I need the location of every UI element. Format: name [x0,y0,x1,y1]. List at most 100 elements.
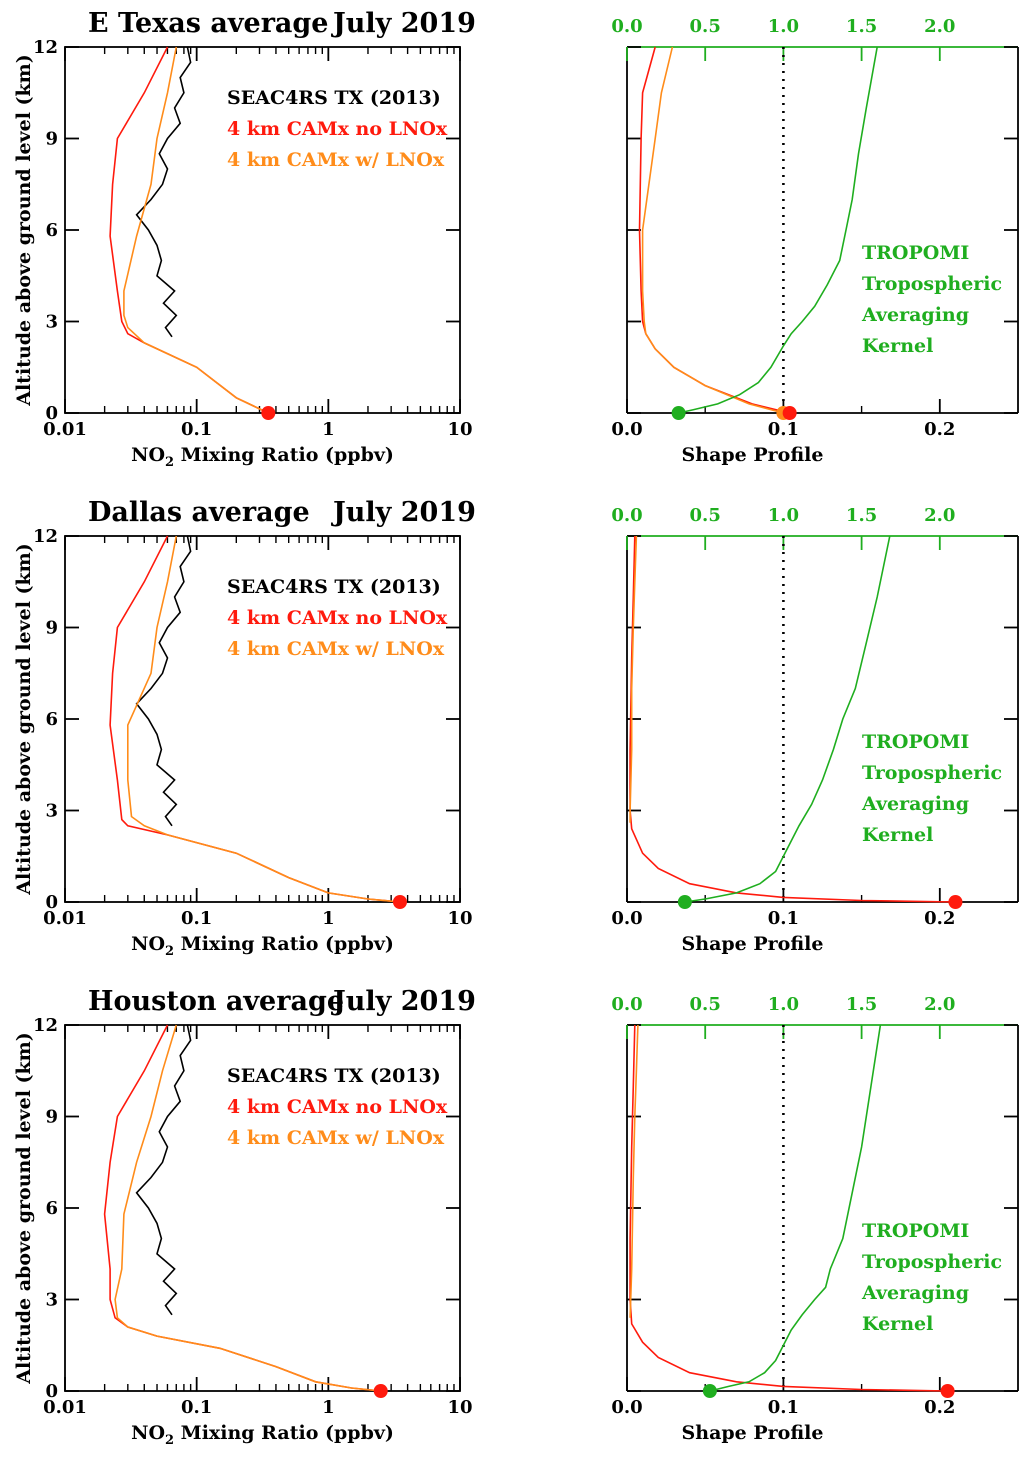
x-tick-label: 0.1 [181,908,212,929]
x-tick-label: 0.2 [924,1397,955,1418]
y-tick-label: 9 [45,618,58,639]
legend-entry: SEAC4RS TX (2013) [227,576,441,598]
x-tick-label: 0.1 [768,1397,799,1418]
surface-marker [677,895,692,909]
x-tick-label: 1 [322,419,335,440]
x-axis-label: NO2 Mixing Ratio (ppbv) [131,933,394,959]
legend-entry: 4 km CAMx w/ LNOx [227,1127,445,1149]
x-axis-label-subscript: 2 [165,455,174,470]
x-tick-label: 10 [447,908,472,929]
top-x-tick-label: 1.5 [846,994,877,1015]
averaging-kernel-label: Averaging [861,1282,969,1304]
averaging-kernel-label: TROPOMI [862,731,969,753]
y-tick-label: 12 [33,526,58,547]
y-axis-label: Altitude above ground level (km) [13,543,35,896]
y-tick-label: 3 [45,1290,58,1311]
legend-entry: 4 km CAMx no LNOx [227,607,448,629]
y-tick-label: 0 [45,892,58,913]
series-line-averaging-kernel [684,535,891,903]
series-line-seac4rs [135,46,192,338]
x-tick-label: 0.2 [924,908,955,929]
averaging-kernel-label: TROPOMI [862,1220,969,1242]
surface-marker [392,895,407,909]
series-line-camx-w-lnox [114,1024,381,1392]
x-tick-label: 10 [447,1397,472,1418]
x-tick-label: 0.1 [181,1397,212,1418]
left-panel-row-0: E Texas average July 2019 0 3 6 9 12 0.01 0.1 1 10… [13,8,476,470]
chart-title-region: Houston average [88,986,344,1017]
top-x-tick-label: 1.0 [768,994,799,1015]
surface-marker [782,406,797,420]
averaging-kernel-label: Kernel [862,824,933,846]
y-axis-label: Altitude above ground level (km) [13,54,35,407]
series-line-camx-no-lnox [638,46,790,414]
top-x-tick-label: 1.0 [768,505,799,526]
y-axis-label: Altitude above ground level (km) [13,1032,35,1385]
top-x-tick-label: 1.0 [768,16,799,37]
top-x-tick-label: 2.0 [924,505,955,526]
legend-entry: 4 km CAMx w/ LNOx [227,638,445,660]
averaging-kernel-label: Kernel [862,1313,933,1335]
right-panel-row-1: 0.0 0.1 0.2 0.0 0.5 1.0 1.5 2.0 Shape Profile TRO… [611,505,1019,955]
y-tick-label: 12 [33,37,58,58]
averaging-kernel-label: Tropospheric [862,1251,1002,1273]
legend-entry: 4 km CAMx no LNOx [227,1096,448,1118]
legend-entry: 4 km CAMx w/ LNOx [227,149,445,171]
legend-entry: SEAC4RS TX (2013) [227,1065,441,1087]
chart-title-region: Dallas average [88,497,310,528]
x-tick-label: 0.01 [43,1397,87,1418]
x-axis-label-prefix: NO [131,444,165,466]
x-axis-label-prefix: NO [131,933,165,955]
surface-marker [373,1384,388,1398]
x-axis-label-suffix: Mixing Ratio (ppbv) [174,933,394,955]
series-line-camx-w-lnox [629,1024,639,1318]
x-axis-label-suffix: Mixing Ratio (ppbv) [174,444,394,466]
series-line-seac4rs [135,535,192,827]
series-line-camx-w-lnox [629,535,638,823]
x-tick-label: 0.0 [611,1397,642,1418]
x-axis-label: NO2 Mixing Ratio (ppbv) [131,1422,394,1448]
legend-entry: SEAC4RS TX (2013) [227,87,441,109]
series-line-averaging-kernel [709,1024,882,1392]
y-tick-label: 12 [33,1015,58,1036]
chart-title-date: July 2019 [331,986,476,1017]
series-line-camx-no-lnox [629,535,956,903]
x-tick-label: 10 [447,419,472,440]
y-tick-label: 6 [45,709,58,730]
x-tick-label: 0.0 [611,908,642,929]
surface-marker [948,895,963,909]
averaging-kernel-label: TROPOMI [862,242,969,264]
series-line-camx-w-lnox [641,46,784,414]
x-axis-label: NO2 Mixing Ratio (ppbv) [131,444,394,470]
series-line-averaging-kernel [678,46,878,414]
x-tick-label: 0.01 [43,419,87,440]
x-tick-label: 0.2 [924,419,955,440]
top-x-tick-label: 0.0 [611,16,642,37]
top-x-tick-label: 0.0 [611,505,642,526]
surface-marker [940,1384,955,1398]
top-x-tick-label: 0.5 [690,994,721,1015]
averaging-kernel-label: Tropospheric [862,762,1002,784]
x-axis-label: Shape Profile [682,933,824,955]
y-tick-label: 9 [45,129,58,150]
top-x-tick-label: 0.5 [690,505,721,526]
x-axis-label-suffix: Mixing Ratio (ppbv) [174,1422,394,1444]
averaging-kernel-label: Tropospheric [862,273,1002,295]
x-axis-label-prefix: NO [131,1422,165,1444]
legend-entry: 4 km CAMx no LNOx [227,118,448,140]
top-x-tick-label: 2.0 [924,994,955,1015]
x-tick-label: 1 [322,1397,335,1418]
x-tick-label: 0.1 [181,419,212,440]
series-line-camx-no-lnox [629,1024,948,1392]
surface-marker [261,406,276,420]
top-x-tick-label: 1.5 [846,505,877,526]
top-x-tick-label: 0.5 [690,16,721,37]
averaging-kernel-label: Averaging [861,304,969,326]
series-line-seac4rs [135,1024,192,1316]
x-tick-label: 1 [322,908,335,929]
surface-marker [671,406,686,420]
series-line-camx-w-lnox [127,535,401,903]
x-axis-label: Shape Profile [682,1422,824,1444]
